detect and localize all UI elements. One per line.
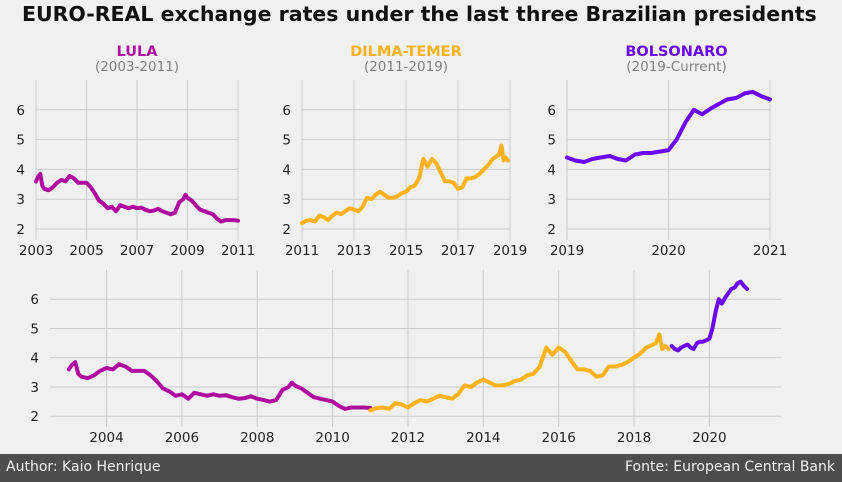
x-tick-label: 2018	[617, 430, 651, 446]
x-tick-label: 2020	[651, 243, 685, 259]
y-tick-label: 3	[282, 192, 291, 208]
x-tick-label: 2003	[19, 243, 53, 259]
x-tick-label: 2019	[550, 243, 584, 259]
x-tick-label: 2019	[493, 243, 527, 259]
y-tick-label: 6	[547, 103, 556, 119]
panel-title: DILMA-TEMER	[350, 44, 462, 60]
series-line-bolsonaro	[669, 279, 750, 353]
series-line-lula	[66, 360, 373, 411]
panel-subtitle: (2011-2019)	[364, 59, 448, 75]
chart-canvas: 2 3 4 5 6 2003 2005 2007 2009 2011 LULA(2003-2011)…	[16, 44, 787, 446]
y-tick-label: 6	[16, 103, 25, 119]
series-line-dilma-temer	[368, 332, 671, 413]
x-tick-label: 2021	[753, 243, 787, 259]
x-tick-label: 2010	[315, 430, 349, 446]
x-tick-label: 2005	[69, 243, 103, 259]
y-tick-label: 2	[282, 222, 291, 238]
y-tick-label: 4	[16, 162, 25, 178]
x-tick-label: 2012	[391, 430, 425, 446]
y-tick-label: 2	[16, 222, 25, 238]
series-line-lula	[34, 171, 240, 224]
y-tick-label: 3	[547, 192, 556, 208]
x-tick-label: 2015	[389, 243, 423, 259]
x-tick-label: 2008	[240, 430, 274, 446]
x-tick-label: 2016	[542, 430, 576, 446]
y-tick-label: 5	[16, 133, 25, 149]
y-tick-label: 5	[282, 133, 291, 149]
y-tick-label: 4	[282, 162, 291, 178]
x-tick-label: 2004	[89, 430, 123, 446]
y-tick-label: 2	[547, 222, 556, 238]
y-tick-label: 4	[30, 351, 39, 367]
chart-dilma-temer: 2 3 4 5 6 2011 2013 2015 2017 2019 DILMA-TEMER(201…	[282, 44, 527, 259]
y-tick-label: 6	[30, 292, 39, 308]
y-tick-label: 2	[30, 409, 39, 425]
chart-lula: 2 3 4 5 6 2003 2005 2007 2009 2011 LULA(2003-2011)	[16, 44, 255, 259]
y-tick-label: 3	[30, 380, 39, 396]
y-tick-label: 4	[547, 162, 556, 178]
panel-subtitle: (2019-Current)	[626, 59, 726, 75]
y-tick-label: 5	[30, 321, 39, 337]
footer-bar: Author: Kaio Henrique Fonte: European Ce…	[0, 454, 842, 482]
footer-author: Author: Kaio Henrique	[6, 459, 161, 475]
x-tick-label: 2013	[337, 243, 371, 259]
panel-title: BOLSONARO	[625, 44, 727, 60]
x-tick-label: 2017	[441, 243, 475, 259]
x-tick-label: 2011	[285, 243, 319, 259]
panel-subtitle: (2003-2011)	[95, 59, 179, 75]
x-tick-label: 2014	[466, 430, 500, 446]
series-line-bolsonaro	[565, 89, 772, 164]
x-tick-label: 2011	[221, 243, 255, 259]
y-tick-label: 5	[547, 133, 556, 149]
panel-title: LULA	[117, 44, 159, 60]
y-tick-label: 6	[282, 103, 291, 119]
x-tick-label: 2009	[170, 243, 204, 259]
main-title: EURO-REAL exchange rates under the last …	[22, 2, 817, 26]
footer-source: Fonte: European Central Bank	[625, 459, 835, 475]
y-tick-label: 3	[16, 192, 25, 208]
chart-bolsonaro: 2 3 4 5 6 2019 2020 2021 BOLSONARO(2019-Current)	[547, 44, 787, 259]
x-tick-label: 2020	[692, 430, 726, 446]
chart-overview: 2 3 4 5 6 2004 2006 2008 2010 2012 2014 2016 2018 202…	[30, 270, 781, 446]
series-line-dilma-temer	[300, 143, 510, 226]
x-tick-label: 2007	[120, 243, 154, 259]
x-tick-label: 2006	[165, 430, 199, 446]
